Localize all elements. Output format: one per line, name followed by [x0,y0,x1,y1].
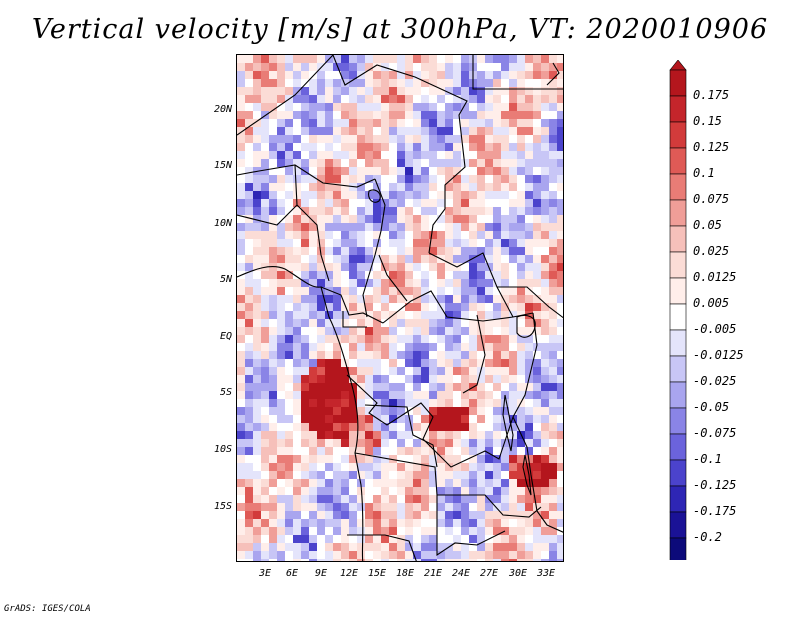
colorbar-label: -0.2 [693,530,722,544]
colorbar-segment [669,251,687,279]
lat-label-5n: 5N [219,274,232,285]
colorbar-label: 0.025 [693,244,730,258]
lon-label-33e: 33E [536,568,556,579]
lake-chad [368,189,381,203]
colorbar-segment [669,355,687,383]
colorbar [669,60,687,560]
colorbar-label: -0.1 [693,452,722,466]
colorbar-label: 0.005 [693,296,730,310]
map-plot-area [236,54,564,562]
colorbar-label: 0.175 [693,88,730,102]
map-title: Vertical velocity [m/s] at 300hPa, VT: 2… [31,14,769,45]
lat-label-10n: 10N [213,218,232,229]
coastline-west [237,266,364,561]
colorbar-label: 0.1 [693,166,715,180]
lon-label-21e: 21E [423,568,443,579]
velocity-field-cells [237,55,563,561]
lat-label-15n: 15N [213,160,232,171]
colorbar-segment [669,381,687,409]
lon-label-27e: 27E [479,568,499,579]
colorbar-label: -0.125 [693,478,737,492]
colorbar-segment [669,303,687,331]
lon-label-30e: 30E [508,568,528,579]
colorbar-segment [669,407,687,435]
lake-malawi [522,454,532,496]
lat-label-15s: 15S [213,501,232,512]
colorbar-label: -0.005 [693,322,737,336]
lat-label-5s: 5S [219,387,232,398]
colorbar-segment [669,277,687,305]
colorbar-segment [669,147,687,175]
lon-label-9e: 9E [314,568,328,579]
grads-credit: GrADS: IGES/COLA [4,604,91,614]
colorbar-segment [669,95,687,123]
lon-label-6e: 6E [285,568,299,579]
colorbar-label: 0.125 [693,140,730,154]
colorbar-label: -0.0125 [693,348,744,362]
colorbar-label: 0.15 [693,114,722,128]
colorbar-label: 0.075 [693,192,730,206]
lake-tanganyika [502,394,514,452]
velocity-field [237,55,563,561]
colorbar-segment [669,173,687,201]
colorbar-segments [669,60,687,560]
lon-label-15e: 15E [367,568,387,579]
colorbar-segment [669,199,687,227]
colorbar-segment [669,225,687,253]
colorbar-label: 0.0125 [693,270,737,284]
country-borders [237,55,563,561]
lat-label-eq: EQ [219,331,232,342]
colorbar-segment [669,485,687,513]
lat-label-20n: 20N [213,104,232,115]
colorbar-segment [669,433,687,461]
colorbar-arrow-top [669,60,687,71]
colorbar-segment [669,511,687,539]
colorbar-segment [669,69,687,97]
colorbar-label: -0.05 [693,400,730,414]
lat-label-10s: 10S [213,444,232,455]
colorbar-label: -0.025 [693,374,737,388]
colorbar-label: -0.175 [693,504,737,518]
colorbar-segment [669,459,687,487]
lake-victoria [516,314,536,338]
colorbar-label: 0.05 [693,218,722,232]
colorbar-segment [669,537,687,560]
colorbar-segment [669,121,687,149]
lon-label-12e: 12E [339,568,359,579]
lon-label-3e: 3E [258,568,272,579]
colorbar-segment [669,329,687,357]
lon-label-24e: 24E [451,568,471,579]
colorbar-label: -0.075 [693,426,737,440]
lon-label-18e: 18E [395,568,415,579]
